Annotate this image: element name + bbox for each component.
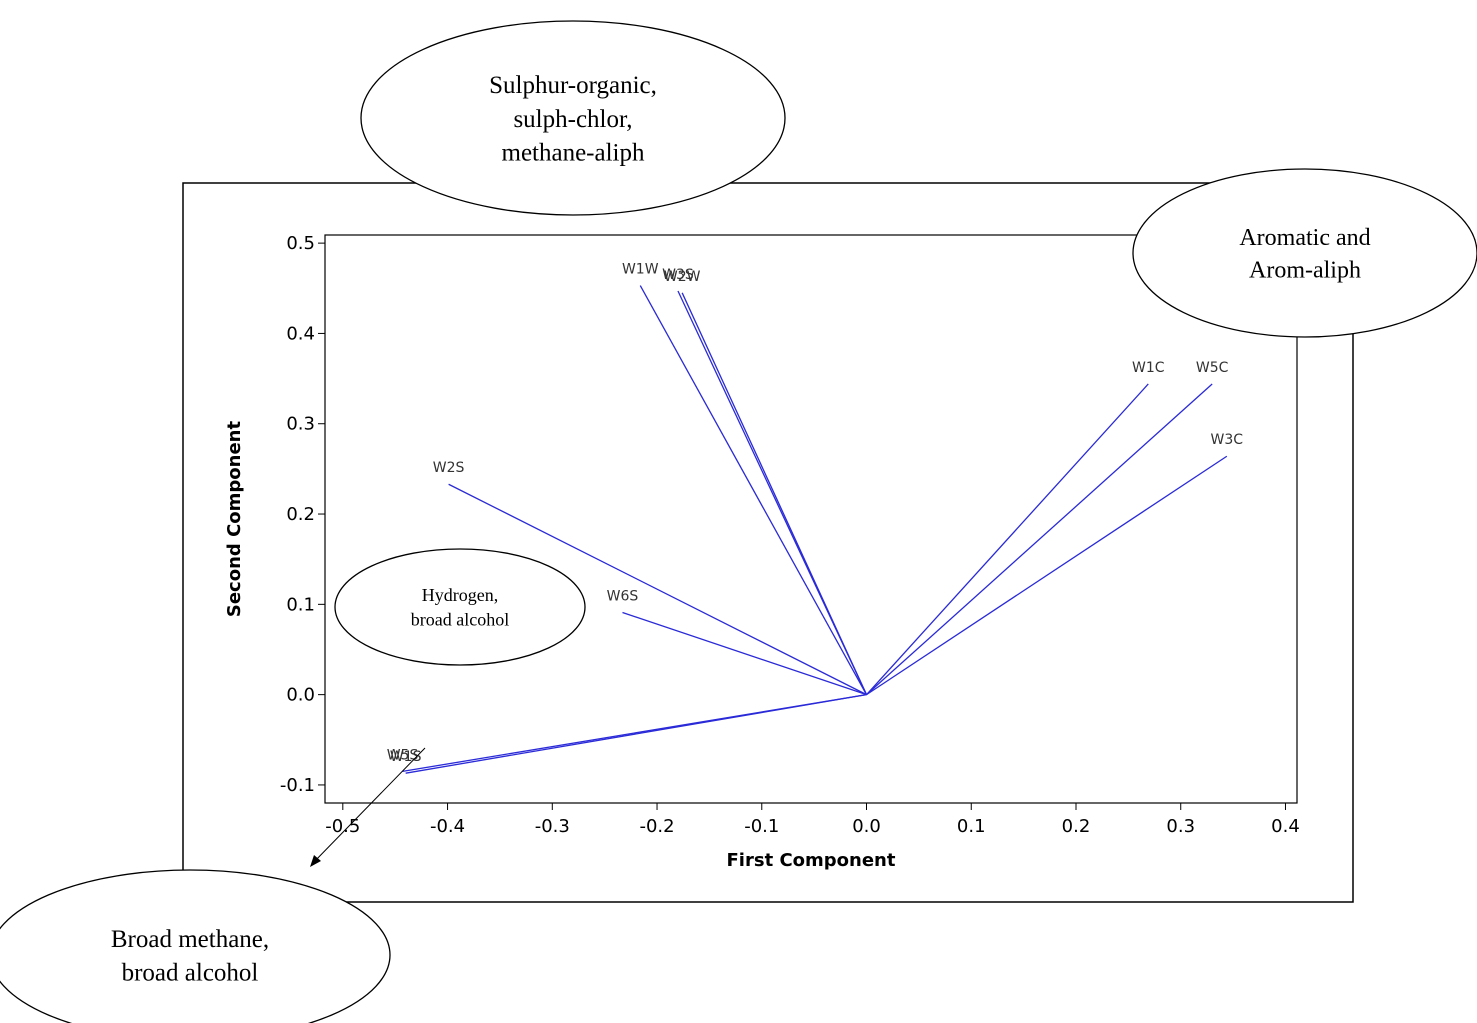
annotation-text: methane-aliph xyxy=(502,140,645,167)
point-label: W3C xyxy=(1211,432,1244,448)
point-label: W5S xyxy=(387,747,419,763)
x-tick-label: -0.5 xyxy=(325,816,360,837)
annotations: Sulphur-organic, sulph-chlor, methane-alip… xyxy=(0,20,1477,1023)
loading-vector xyxy=(402,693,867,773)
point-label: W1C xyxy=(1132,360,1165,376)
y-tick-label: 0.3 xyxy=(286,414,315,435)
point-label: W2W xyxy=(664,269,701,285)
y-tick-label: 0.4 xyxy=(286,323,315,344)
x-tick-label: -0.3 xyxy=(535,816,570,837)
loading-vector xyxy=(866,383,1149,696)
y-tick-label: 0.2 xyxy=(286,504,315,525)
plot-area xyxy=(324,234,1298,804)
annotation-ellipse xyxy=(0,869,391,1023)
x-tick-label: 0.3 xyxy=(1166,816,1195,837)
annotation-text: broad alcohol xyxy=(122,960,259,987)
loading-vector xyxy=(622,611,867,696)
x-tick-label: -0.1 xyxy=(744,816,779,837)
y-tick-label: 0.0 xyxy=(286,685,315,706)
y-tick-label: 0.1 xyxy=(286,594,315,615)
annotation-ellipse xyxy=(1132,168,1477,338)
loading-vector xyxy=(639,285,868,695)
x-tick-label: 0.2 xyxy=(1062,816,1091,837)
annotation-ellipse xyxy=(334,548,586,666)
figure-frame xyxy=(182,182,1354,903)
annotation-text: Sulphur-organic, xyxy=(489,72,657,99)
x-tick-label: -0.4 xyxy=(430,816,465,837)
annotation-text: Broad methane, xyxy=(111,926,269,953)
annotation-text: sulph-chlor, xyxy=(513,106,632,133)
arrow-head xyxy=(310,855,321,867)
loading-vector xyxy=(866,455,1228,696)
plot-layer: -0.5 -0.4 -0.3 -0.2 -0.1 0.0 0.1 0.2 0.3 0.4 0.5 0.… xyxy=(280,233,1300,837)
y-tick-label: 0.5 xyxy=(286,233,315,254)
x-axis-title: First Component xyxy=(727,850,896,871)
point-label: W3S xyxy=(662,267,694,283)
x-tick-label: 0.1 xyxy=(957,816,986,837)
loading-vector xyxy=(681,292,868,695)
annotation-text: Arom-aliph xyxy=(1249,258,1361,284)
point-label: W1S xyxy=(390,749,422,765)
point-label: W2S xyxy=(433,460,465,476)
annotation-text: Aromatic and xyxy=(1239,225,1370,251)
loading-vector xyxy=(866,383,1213,696)
annotation-arrow xyxy=(311,747,426,865)
point-label: W5C xyxy=(1196,360,1229,376)
x-tick-label: 0.0 xyxy=(852,816,881,837)
point-label: W6S xyxy=(607,588,639,604)
x-tick-label: 0.4 xyxy=(1271,816,1300,837)
point-label: W1W xyxy=(622,262,659,278)
annotation-ellipse xyxy=(360,20,786,216)
x-tick-label: -0.2 xyxy=(639,816,674,837)
annotation-text: broad alcohol xyxy=(411,609,509,629)
y-tick-label: -0.1 xyxy=(280,775,315,796)
y-axis-title: Second Component xyxy=(224,421,245,618)
annotation-text: Hydrogen, xyxy=(422,585,498,605)
loading-vector xyxy=(448,483,867,696)
